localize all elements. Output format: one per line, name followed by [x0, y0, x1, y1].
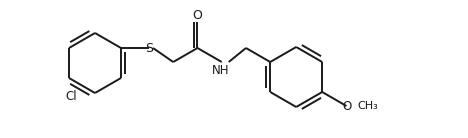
Text: Cl: Cl	[66, 91, 77, 104]
Text: NH: NH	[212, 64, 229, 77]
Text: O: O	[192, 9, 203, 22]
Text: CH₃: CH₃	[358, 101, 378, 111]
Text: S: S	[145, 42, 153, 55]
Text: O: O	[343, 99, 352, 112]
